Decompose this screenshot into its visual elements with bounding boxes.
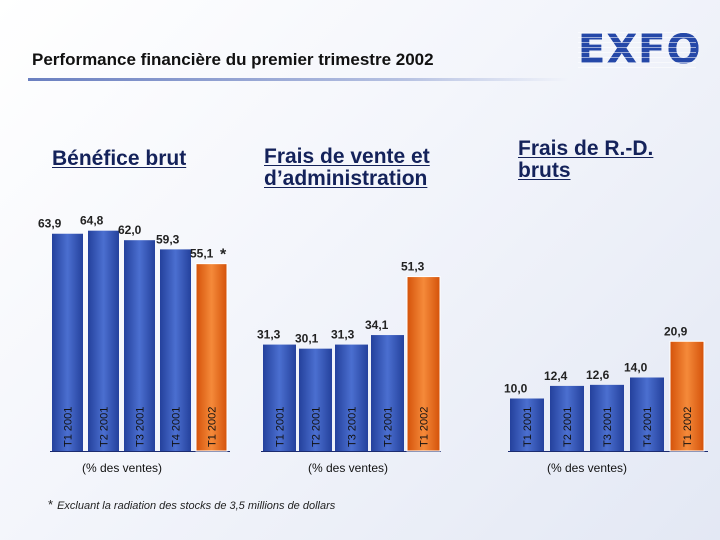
bar-2 bbox=[550, 385, 584, 451]
bar-5 bbox=[195, 263, 228, 452]
value-label-1: 31,3 bbox=[257, 328, 281, 342]
value-label-2: 64,8 bbox=[80, 214, 104, 228]
value-label-4: 34,1 bbox=[365, 318, 389, 332]
category-label-5: T1 2002 bbox=[419, 407, 431, 447]
value-label-3: 31,3 bbox=[331, 328, 355, 342]
value-label-2: 12,4 bbox=[544, 369, 568, 383]
footnote-marker: * bbox=[48, 497, 54, 512]
category-label-5: T1 2002 bbox=[207, 407, 219, 447]
category-label-4: T4 2001 bbox=[642, 407, 654, 447]
title-underline bbox=[28, 78, 568, 81]
chart-note-rd: (% des ventes) bbox=[547, 461, 628, 475]
value-label-5: 55,1 bbox=[190, 247, 214, 261]
value-label-4: 59,3 bbox=[156, 232, 180, 246]
category-label-1: T1 2001 bbox=[275, 407, 287, 447]
category-label-2: T2 2001 bbox=[562, 407, 574, 447]
value-label-5: 20,9 bbox=[664, 324, 688, 338]
bar-5 bbox=[406, 276, 441, 452]
value-label-4: 14,0 bbox=[624, 361, 648, 375]
bar-4 bbox=[160, 249, 191, 451]
footnote: * Excluant la radiation des stocks de 3,5… bbox=[48, 498, 338, 513]
chart-note-gross-margin: (% des ventes) bbox=[82, 461, 163, 475]
category-label-1: T1 2001 bbox=[522, 407, 534, 447]
chart-title-rd: Frais de R.-D. bruts bbox=[518, 137, 654, 182]
value-label-1: 10,0 bbox=[504, 382, 528, 396]
chart-3: 10,0 T1 2001 12,4 T2 2001 12,6 T3 2001 14,0 T4 … bbox=[504, 324, 708, 452]
value-label-5: 51,3 bbox=[401, 260, 425, 274]
category-label-5: T1 2002 bbox=[682, 407, 694, 447]
value-label-3: 62,0 bbox=[118, 223, 142, 237]
bar-3 bbox=[590, 384, 624, 451]
value-label-3: 12,6 bbox=[586, 368, 610, 382]
category-label-3: T3 2001 bbox=[602, 407, 614, 447]
chart-title-sga: Frais de vente et d’administration bbox=[264, 145, 430, 190]
category-label-2: T2 2001 bbox=[99, 407, 111, 447]
category-label-3: T3 2001 bbox=[135, 407, 147, 447]
category-label-4: T4 2001 bbox=[383, 407, 395, 447]
bar-3 bbox=[124, 240, 155, 451]
bar-4 bbox=[371, 335, 404, 451]
category-label-3: T3 2001 bbox=[347, 407, 359, 447]
bar-1 bbox=[52, 233, 83, 451]
category-label-2: T2 2001 bbox=[311, 407, 323, 447]
bar-5 bbox=[669, 340, 705, 452]
chart-1: 63,9 T1 2001 64,8 T2 2001 62,0 T3 2001 59,3 T4 … bbox=[38, 214, 230, 452]
chart-2: 31,3 T1 2001 30,1 T2 2001 31,3 T3 2001 34,1 T4 … bbox=[257, 260, 441, 452]
annotation-marker: * bbox=[220, 247, 227, 264]
chart-note-sga: (% des ventes) bbox=[308, 461, 389, 475]
bar-4 bbox=[630, 377, 664, 451]
bar-1 bbox=[263, 344, 296, 451]
bar-2 bbox=[299, 348, 332, 451]
bar-2 bbox=[88, 230, 119, 451]
slide-title: Performance financière du premier trimes… bbox=[32, 50, 434, 69]
category-label-1: T1 2001 bbox=[63, 407, 75, 447]
value-label-1: 63,9 bbox=[38, 217, 62, 231]
chart-title-gross-margin: Bénéfice brut bbox=[52, 147, 187, 170]
bar-1 bbox=[510, 398, 544, 451]
category-label-4: T4 2001 bbox=[171, 407, 183, 447]
value-label-2: 30,1 bbox=[295, 332, 319, 346]
bar-3 bbox=[335, 344, 368, 451]
footnote-text: Excluant la radiation des stocks de 3,5 … bbox=[57, 500, 336, 512]
